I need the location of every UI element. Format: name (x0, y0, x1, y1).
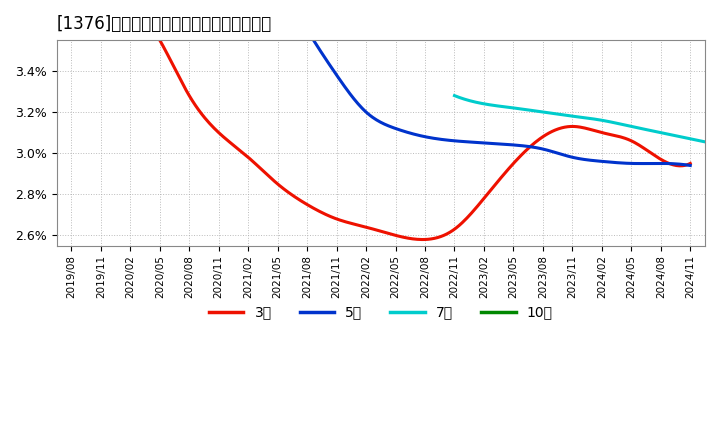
Legend: 3年, 5年, 7年, 10年: 3年, 5年, 7年, 10年 (203, 300, 559, 325)
Text: [1376]　経常利益マージンの平均値の推移: [1376] 経常利益マージンの平均値の推移 (57, 15, 272, 33)
